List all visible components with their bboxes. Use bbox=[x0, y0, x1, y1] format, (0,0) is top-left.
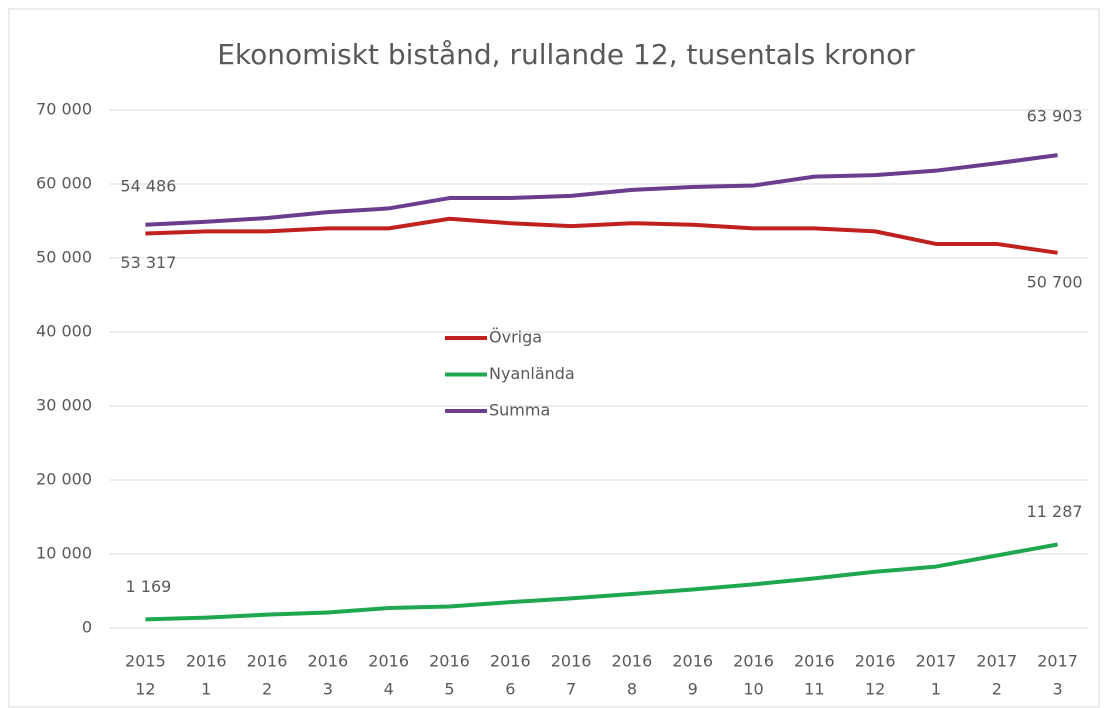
series-line bbox=[145, 216, 1058, 255]
x-tick-label: 8 bbox=[627, 680, 637, 699]
x-tick-label: 2016 bbox=[672, 652, 713, 671]
x-tick-label: 2016 bbox=[733, 652, 774, 671]
x-tick-label: 11 bbox=[804, 680, 824, 699]
x-tick-label: 2016 bbox=[612, 652, 653, 671]
x-tick-label: 10 bbox=[743, 680, 763, 699]
x-tick-label: 9 bbox=[688, 680, 698, 699]
y-tick-label: 30 000 bbox=[36, 396, 92, 415]
y-tick-label: 60 000 bbox=[36, 174, 92, 193]
chart-frame bbox=[8, 8, 1100, 708]
data-label: 63 903 bbox=[1027, 107, 1083, 126]
legend-label: Nyanlända bbox=[489, 364, 575, 383]
x-tick-label: 2016 bbox=[368, 652, 409, 671]
y-tick-label: 50 000 bbox=[36, 248, 92, 267]
x-tick-label: 2016 bbox=[551, 652, 592, 671]
series-line bbox=[145, 153, 1058, 227]
y-tick-label: 10 000 bbox=[36, 544, 92, 563]
x-tick-label: 2017 bbox=[916, 652, 957, 671]
x-tick-label: 12 bbox=[865, 680, 885, 699]
x-tick-label: 1 bbox=[201, 680, 211, 699]
legend-label: Summa bbox=[489, 401, 550, 420]
x-tick-label: 2 bbox=[262, 680, 272, 699]
x-tick-label: 4 bbox=[384, 680, 394, 699]
data-label: 50 700 bbox=[1027, 272, 1083, 291]
x-tick-label: 2016 bbox=[855, 652, 896, 671]
data-label: 1 169 bbox=[126, 577, 172, 596]
x-tick-label: 3 bbox=[323, 680, 333, 699]
x-tick-label: 3 bbox=[1053, 680, 1063, 699]
x-tick-label: 6 bbox=[505, 680, 515, 699]
x-tick-label: 1 bbox=[931, 680, 941, 699]
x-tick-label: 2016 bbox=[247, 652, 288, 671]
y-tick-label: 40 000 bbox=[36, 322, 92, 341]
x-tick-label: 7 bbox=[566, 680, 576, 699]
x-tick-label: 2016 bbox=[490, 652, 531, 671]
y-tick-label: 0 bbox=[82, 618, 92, 637]
x-tick-label: 2015 bbox=[125, 652, 166, 671]
legend-label: Övriga bbox=[489, 328, 542, 347]
data-label: 53 317 bbox=[120, 253, 176, 272]
x-tick-label: 2016 bbox=[307, 652, 348, 671]
x-tick-label: 2017 bbox=[976, 652, 1017, 671]
x-tick-label: 2 bbox=[992, 680, 1002, 699]
data-label: 54 486 bbox=[120, 176, 176, 195]
chart-title: Ekonomiskt bistånd, rullande 12, tusenta… bbox=[217, 38, 915, 71]
x-tick-label: 5 bbox=[444, 680, 454, 699]
x-tick-label: 2017 bbox=[1037, 652, 1078, 671]
x-tick-label: 2016 bbox=[429, 652, 470, 671]
x-tick-label: 2016 bbox=[186, 652, 227, 671]
x-tick-label: 2016 bbox=[794, 652, 835, 671]
y-tick-label: 70 000 bbox=[36, 100, 92, 119]
x-tick-label: 12 bbox=[135, 680, 155, 699]
y-tick-label: 20 000 bbox=[36, 470, 92, 489]
series-line bbox=[145, 542, 1058, 622]
data-label: 11 287 bbox=[1027, 502, 1083, 521]
